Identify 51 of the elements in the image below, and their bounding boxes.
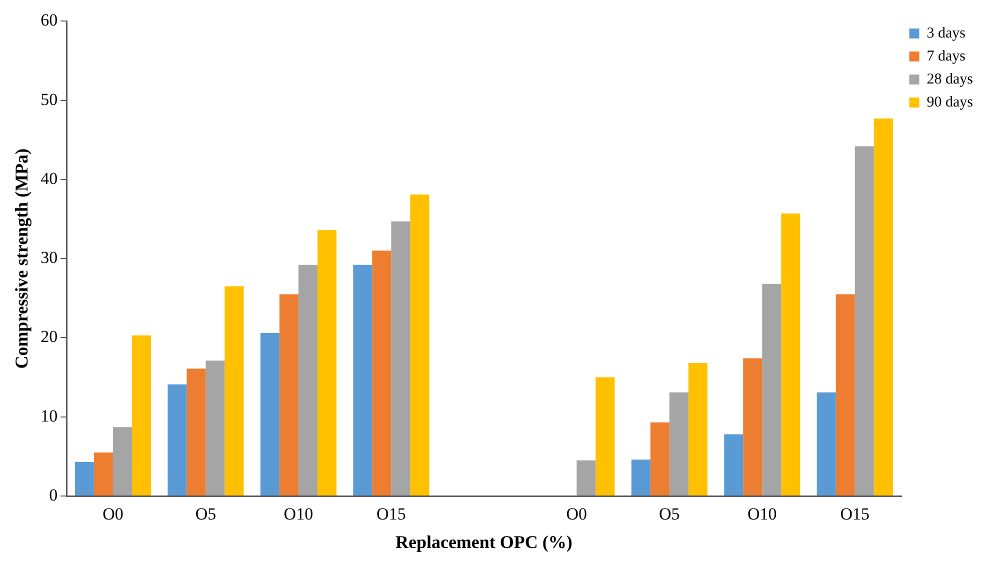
bar [206, 360, 225, 496]
bar [688, 363, 708, 496]
bar [576, 460, 596, 496]
bar [391, 221, 410, 496]
bar [743, 358, 762, 496]
bar [74, 462, 94, 496]
bar [874, 118, 893, 496]
x-tick-label: O0 [102, 504, 124, 524]
y-tick-label: 30 [40, 248, 58, 268]
bar [669, 392, 688, 496]
legend-label: 7 days [926, 48, 966, 64]
bar [132, 335, 151, 496]
bar [762, 284, 782, 496]
x-tick-label: O15 [376, 504, 406, 524]
bar [410, 194, 430, 496]
bar [94, 452, 113, 496]
bar [596, 377, 615, 496]
x-tick-label: O10 [748, 504, 777, 524]
x-tick-label: O5 [195, 504, 216, 524]
bar [816, 392, 836, 496]
bar [260, 332, 280, 496]
bar [186, 368, 206, 496]
y-tick-label: 10 [40, 406, 58, 426]
bar [168, 384, 187, 496]
bar [298, 264, 318, 496]
y-tick-label: 60 [40, 10, 58, 30]
x-tick-label: O15 [840, 504, 870, 524]
y-tick-label: 20 [40, 327, 58, 346]
bar [724, 434, 744, 496]
x-axis-title: Replacement OPC (%) [395, 532, 572, 552]
bar [279, 294, 298, 496]
legend-label: 90 days [926, 94, 974, 110]
bar [631, 460, 650, 496]
bar [112, 427, 132, 496]
x-tick-label: O5 [659, 504, 680, 524]
bar [836, 294, 855, 496]
bar [781, 213, 800, 496]
y-axis-title: Compressive strength (MPa) [11, 148, 32, 369]
bar [353, 264, 372, 496]
legend-label: 28 days [926, 71, 974, 88]
bar [854, 146, 874, 496]
x-tick-label: O0 [566, 504, 588, 524]
bar [317, 230, 336, 496]
y-tick-label: 40 [40, 168, 58, 188]
bar [224, 286, 244, 496]
x-tick-label: O10 [284, 504, 314, 524]
y-tick-label: 0 [49, 485, 58, 504]
bar [650, 422, 670, 496]
y-tick-label: 50 [40, 90, 58, 109]
legend-label: 3 days [926, 25, 966, 42]
bar [372, 250, 392, 496]
